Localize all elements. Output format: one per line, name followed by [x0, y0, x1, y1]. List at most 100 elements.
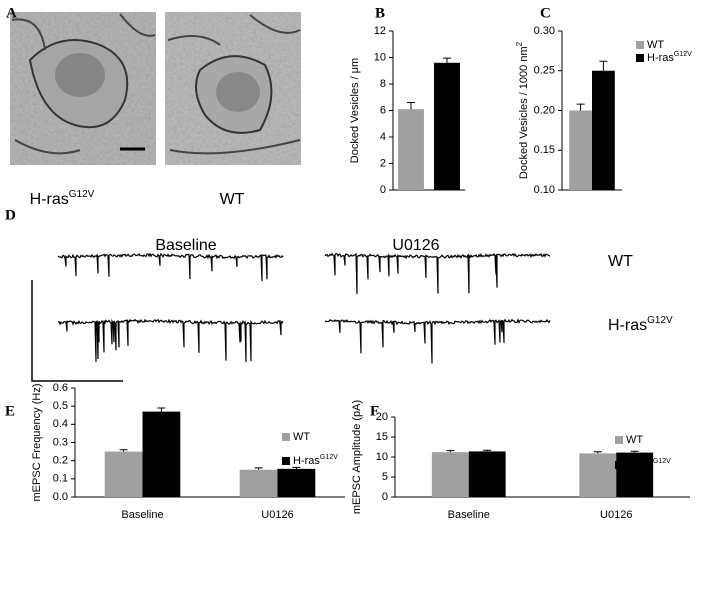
- bar: [398, 109, 424, 190]
- bar: [104, 451, 143, 497]
- column-label: Baseline: [155, 237, 216, 254]
- bar: [431, 452, 469, 497]
- label-sup: 2: [515, 41, 524, 46]
- legend-swatch: [615, 461, 623, 469]
- y-tick-label: 6: [380, 104, 386, 116]
- bar: [569, 110, 592, 190]
- error-bar: [157, 407, 166, 412]
- y-tick-label: 0.30: [534, 25, 555, 37]
- y-tick-label: 0.4: [53, 418, 68, 430]
- x-tick-label: U0126: [261, 509, 293, 521]
- label-text: WT: [626, 434, 643, 446]
- panel-letter: E: [5, 403, 15, 419]
- error-bar: [599, 60, 608, 71]
- y-tick-label: 0.15: [534, 144, 555, 156]
- error-bar: [483, 449, 492, 452]
- error-bar: [446, 450, 455, 453]
- y-tick-label: 0.1: [53, 473, 68, 485]
- label-text: H-ras: [626, 459, 653, 471]
- row-label: WT: [608, 253, 633, 270]
- error-bar: [119, 449, 128, 452]
- micrograph-label: H-rasG12V: [30, 189, 95, 208]
- micrograph: [10, 12, 156, 165]
- bar: [277, 468, 316, 497]
- label-text: WT: [647, 39, 664, 51]
- error-bar: [593, 451, 602, 454]
- y-axis-label: mEPSC Amplitude (pA): [351, 400, 363, 514]
- label-text: Docked Vesicles / μm: [349, 58, 361, 163]
- error-bar: [630, 450, 639, 453]
- legend-swatch: [636, 41, 644, 49]
- y-tick-label: 10: [374, 51, 386, 63]
- y-tick-label: 0.5: [53, 400, 68, 412]
- label-text: mEPSC Amplitude (pA): [351, 400, 363, 514]
- legend-label: WT: [647, 39, 664, 51]
- label-sup: G12V: [647, 315, 673, 326]
- y-axis-label: mEPSC Frequency (Hz): [31, 384, 43, 502]
- y-tick-label: 5: [382, 471, 388, 483]
- label-sup: G12V: [653, 458, 671, 465]
- x-tick-label: U0126: [600, 509, 632, 521]
- y-tick-label: 2: [380, 157, 386, 169]
- traces: [57, 252, 551, 364]
- y-tick-label: 8: [380, 78, 386, 90]
- y-tick-label: 0.2: [53, 455, 68, 467]
- error-bar: [292, 466, 301, 469]
- legend-label: H-rasG12V: [647, 51, 692, 64]
- panel-letter: D: [5, 207, 16, 223]
- bar: [616, 452, 654, 497]
- y-tick-label: 0: [380, 184, 386, 196]
- row-label: H-rasG12V: [608, 315, 673, 334]
- y-tick-label: 12: [374, 25, 386, 37]
- label-text: mEPSC Frequency (Hz): [31, 384, 43, 502]
- y-tick-label: 0.0: [53, 491, 68, 503]
- y-tick-label: 10: [376, 451, 388, 463]
- legend-swatch: [636, 54, 644, 62]
- column-label: U0126: [392, 237, 439, 254]
- micrograph: [165, 12, 301, 165]
- panel-letter: C: [540, 5, 551, 21]
- error-bar: [254, 467, 263, 470]
- legend-label: WT: [626, 434, 643, 446]
- legend-swatch: [282, 457, 290, 465]
- y-tick-label: 15: [376, 431, 388, 443]
- legend-swatch: [282, 433, 290, 441]
- legend-label: H-rasG12V: [293, 454, 338, 467]
- bar: [579, 453, 617, 497]
- y-axis-label: Docked Vesicles / μm: [349, 58, 361, 163]
- label-text: Docked Vesicles / 1000 nm: [518, 46, 530, 179]
- label-text: WT: [293, 431, 310, 443]
- trace: [57, 252, 284, 282]
- y-tick-label: 0.6: [53, 382, 68, 394]
- label-text: H-ras: [30, 191, 69, 208]
- x-tick-label: Baseline: [121, 509, 163, 521]
- legend-label: H-rasG12V: [626, 458, 671, 471]
- y-axis-label: Docked Vesicles / 1000 nm2: [515, 41, 530, 179]
- bar: [434, 62, 460, 190]
- y-tick-label: 0.3: [53, 436, 68, 448]
- label-text: H-ras: [647, 52, 674, 64]
- panel-letter: F: [370, 403, 379, 419]
- label-sup: G12V: [320, 454, 338, 461]
- panel-letter: B: [375, 5, 385, 21]
- bar: [142, 411, 181, 497]
- y-tick-label: 0.10: [534, 184, 555, 196]
- trace: [324, 318, 551, 364]
- error-bar: [576, 103, 585, 111]
- y-tick-label: 4: [380, 131, 386, 143]
- y-tick-label: 0.20: [534, 104, 555, 116]
- panel-letter: A: [6, 5, 17, 21]
- y-tick-label: 20: [376, 411, 388, 423]
- bar: [468, 451, 506, 497]
- legend-label: WT: [293, 431, 310, 443]
- legend-swatch: [615, 436, 623, 444]
- x-tick-label: Baseline: [448, 509, 490, 521]
- label-sup: G12V: [69, 189, 95, 200]
- y-tick-label: 0.25: [534, 65, 555, 77]
- error-bar: [443, 57, 451, 63]
- scale-bar: [31, 280, 123, 382]
- trace: [324, 252, 551, 295]
- bar: [239, 469, 278, 497]
- error-bar: [407, 102, 415, 110]
